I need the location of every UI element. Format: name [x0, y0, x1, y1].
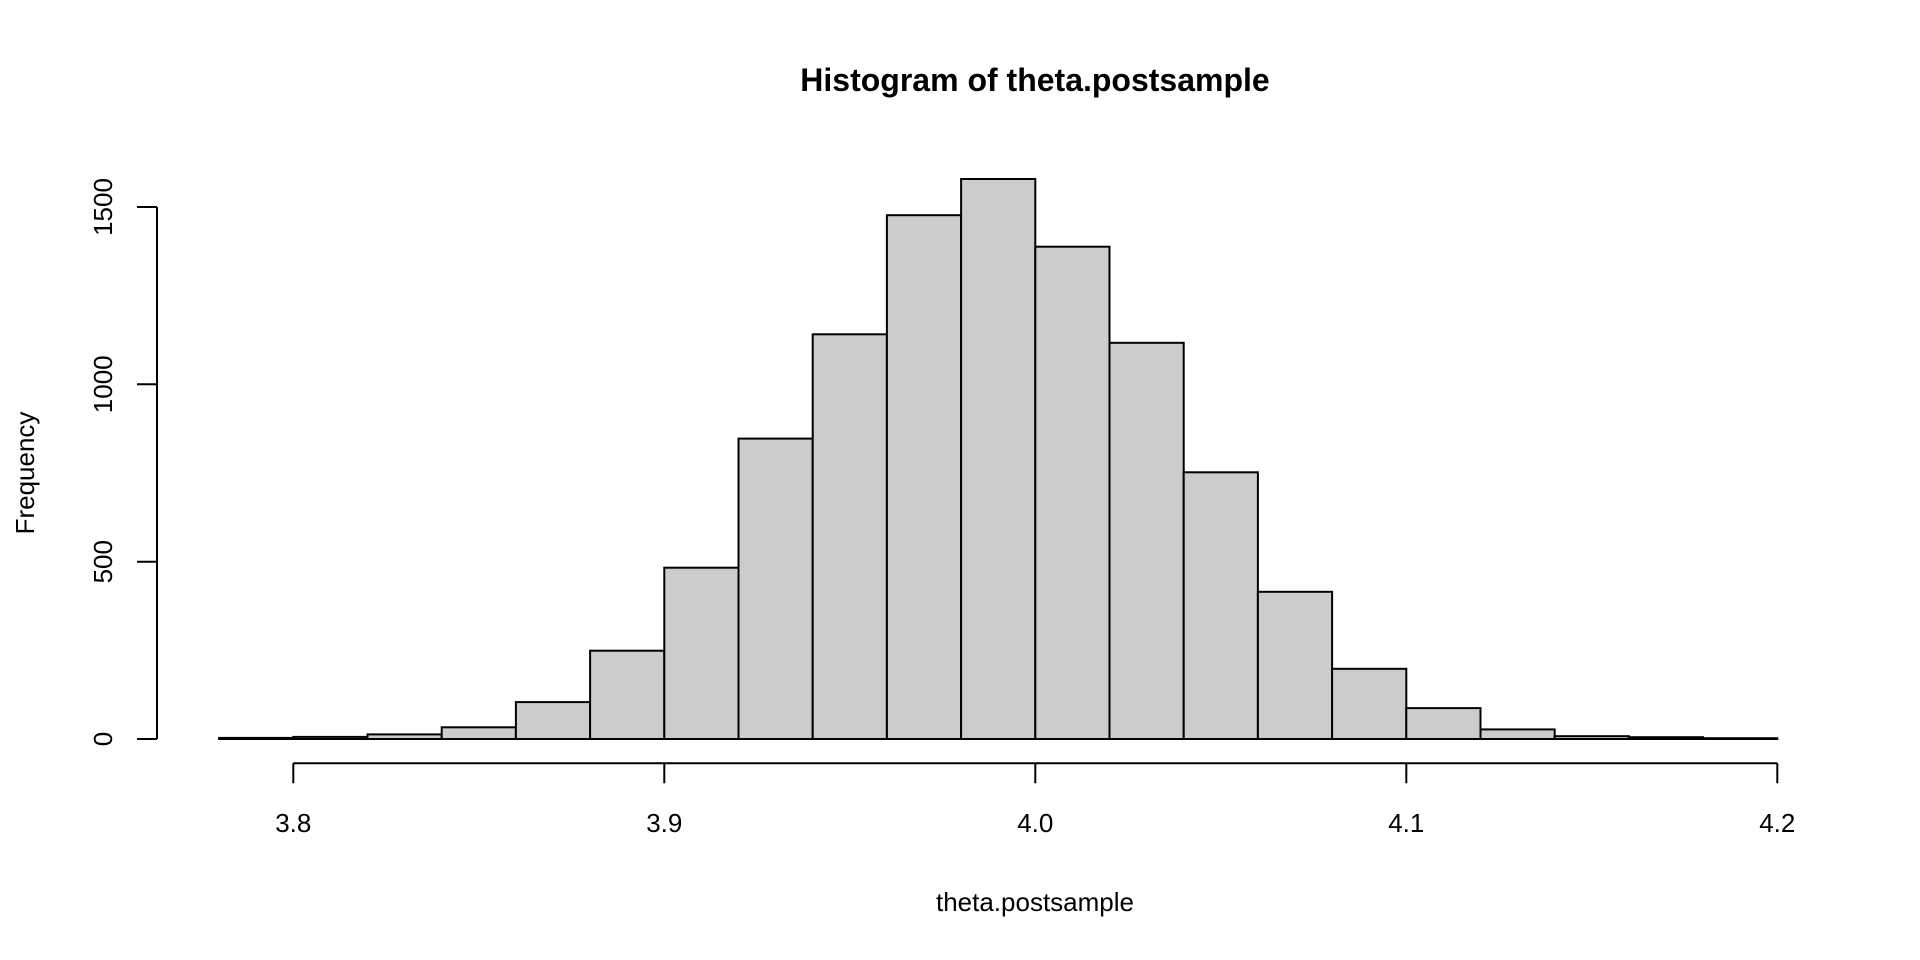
histogram-bar	[1553, 735, 1630, 741]
x-tick-label: 3.9	[646, 808, 682, 838]
histogram-bar	[1256, 590, 1334, 740]
y-tick-label: 1500	[88, 178, 118, 236]
x-tick-label: 4.0	[1017, 808, 1053, 838]
y-tick-label: 500	[88, 540, 118, 583]
histogram-bar	[1479, 728, 1556, 741]
histogram-bar	[440, 726, 517, 740]
bars-layer	[218, 178, 1779, 741]
histogram-bar	[366, 733, 443, 741]
histogram-bar	[1627, 736, 1705, 741]
histogram-bar	[1034, 245, 1111, 740]
x-tick-label: 3.8	[275, 808, 311, 838]
histogram-bar	[1108, 341, 1185, 740]
histogram-bar	[663, 566, 740, 741]
y-tick-label: 0	[88, 732, 118, 746]
histogram-bar	[589, 649, 666, 741]
histogram-bar	[218, 736, 295, 741]
histogram-bar	[1182, 471, 1259, 740]
histogram-bar	[1331, 667, 1408, 740]
histogram-bar	[737, 437, 814, 740]
chart-title: Histogram of theta.postsample	[800, 62, 1269, 98]
histogram-bar	[292, 735, 369, 741]
histogram-bar	[960, 178, 1037, 740]
x-tick-label: 4.1	[1388, 808, 1424, 838]
histogram-bar	[811, 333, 888, 740]
histogram-bar	[885, 214, 963, 740]
y-axis-label: Frequency	[10, 412, 40, 535]
y-tick-label: 1000	[88, 355, 118, 413]
histogram-bar	[1405, 707, 1482, 740]
histogram-bar	[514, 701, 592, 740]
histogram-bar	[1702, 737, 1779, 741]
x-axis-label: theta.postsample	[936, 887, 1134, 917]
x-tick-label: 4.2	[1759, 808, 1795, 838]
axes-layer: 0 500 1000 1500 3.8 3.9 4.0 4.1 4.2	[88, 178, 1795, 838]
